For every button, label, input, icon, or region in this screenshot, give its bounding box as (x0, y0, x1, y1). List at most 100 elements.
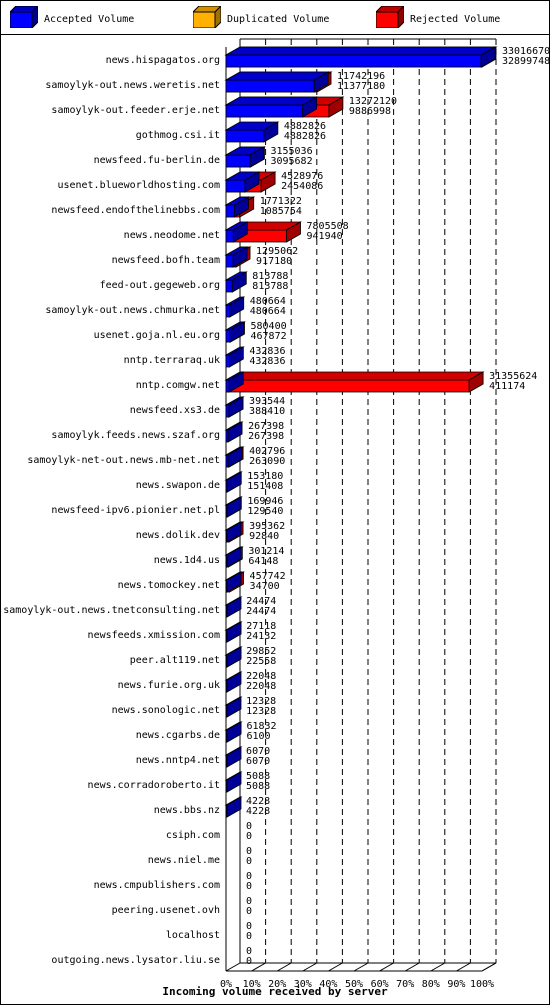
legend-rejected-label: Rejected Volume (410, 14, 501, 25)
server-label: news.bbs.nz (154, 805, 220, 816)
x-tick-label: 10% (243, 979, 261, 990)
x-tick (404, 962, 420, 972)
server-label: samoylyk-out.news.chmurka.net (45, 305, 220, 316)
value-label-total: 13272120 (349, 96, 397, 107)
accepted-bar (225, 129, 265, 143)
accepted-bar-side (226, 496, 242, 518)
value-label-accepted: 4882826 (284, 131, 326, 142)
accepted-bar (225, 79, 315, 93)
value-label-accepted: 0 (246, 906, 252, 917)
accepted-bar-side (228, 396, 244, 418)
accepted-bar-side (226, 521, 242, 543)
legend-swatch-rejected (376, 6, 404, 28)
x-tick-label: 100% (470, 979, 494, 990)
value-label-accepted: 151408 (247, 481, 283, 492)
accepted-bar-side (226, 571, 242, 593)
value-label-total: 169946 (247, 496, 283, 507)
value-label-total: 4882826 (284, 121, 326, 132)
rejected-bar (225, 379, 470, 393)
value-label-accepted: 0 (246, 831, 252, 842)
value-label-accepted: 4228 (246, 806, 270, 817)
x-tick-label: 30% (294, 979, 312, 990)
server-label: samoylyk-net-out.news.mb-net.net (27, 455, 220, 466)
rejected-bar-side (286, 221, 301, 243)
accepted-bar (225, 304, 231, 318)
accepted-bar-side (229, 296, 245, 318)
accepted-bar-side (227, 446, 243, 468)
value-label-total: 5088 (246, 771, 270, 782)
value-label-accepted: 6070 (246, 756, 270, 767)
x-tick (456, 962, 471, 972)
server-label: newsfeed-ipv6.pionier.net.pl (51, 505, 220, 516)
accepted-bar (225, 179, 246, 193)
x-tick-label: 60% (371, 979, 389, 990)
accepted-bar-side (228, 371, 244, 393)
accepted-bar-top (224, 46, 497, 56)
accepted-bar-top (224, 71, 330, 81)
server-label: csiph.com (166, 830, 220, 841)
x-tick (430, 962, 446, 972)
server-label: news.cmpublishers.com (94, 880, 220, 891)
rejected-bar-side (260, 171, 276, 193)
value-label-accepted: 12328 (246, 706, 276, 717)
value-label-total: 267398 (248, 421, 284, 432)
value-label-accepted: 411174 (489, 381, 525, 392)
accepted-bar (225, 329, 231, 343)
value-label-accepted: 11377180 (337, 81, 385, 92)
server-label: outgoing.news.lysator.liu.se (51, 955, 220, 966)
accepted-bar-side (226, 771, 242, 793)
x-tick (251, 962, 266, 972)
value-label-accepted: 1085754 (260, 206, 302, 217)
accepted-bar (225, 154, 251, 168)
accepted-bar-side (302, 96, 318, 118)
value-label-total: 1295062 (256, 246, 298, 257)
value-label-accepted: 941940 (307, 231, 343, 242)
value-label-total: 0 (246, 846, 252, 857)
rejected-bar-side (328, 96, 344, 118)
server-label: usenet.goja.nl.eu.org (94, 330, 220, 341)
value-label-total: 29852 (246, 646, 276, 657)
server-label: usenet.blueworldhosting.com (57, 180, 220, 191)
value-label-total: 0 (246, 821, 252, 832)
legend-swatch-accepted (10, 6, 38, 28)
accepted-bar (225, 204, 235, 218)
server-label: news.dolik.dev (136, 530, 220, 541)
x-tick-label: 90% (447, 979, 465, 990)
value-label-total: 33016670 (502, 46, 550, 57)
accepted-bar-side (249, 146, 265, 168)
accepted-bar (225, 254, 234, 268)
accepted-bar (225, 379, 230, 393)
value-label-accepted: 6100 (246, 731, 270, 742)
accepted-bar-side (229, 321, 245, 343)
accepted-bar-side (226, 546, 242, 568)
value-label-total: 0 (246, 896, 252, 907)
value-label-accepted: 263090 (249, 456, 285, 467)
accepted-bar-side (226, 646, 242, 668)
accepted-bar-side (226, 621, 242, 643)
value-label-accepted: 64148 (248, 556, 278, 567)
server-label: peering.usenet.ovh (112, 905, 220, 916)
value-label-total: 7805508 (307, 221, 349, 232)
value-label-total: 22048 (246, 671, 276, 682)
accepted-bar-side (226, 746, 242, 768)
server-label: news.sonologic.net (112, 705, 220, 716)
value-label-accepted: 3095682 (270, 156, 312, 167)
x-tick (225, 962, 241, 972)
accepted-bar (225, 279, 233, 293)
accepted-bar-side (234, 196, 249, 218)
accepted-bar-side (226, 671, 242, 693)
accepted-bar (225, 104, 304, 118)
value-label-accepted: 467872 (251, 331, 287, 342)
x-tick (353, 962, 369, 972)
server-label: localhost (166, 930, 220, 941)
server-label: news.1d4.us (154, 555, 220, 566)
server-label: news.neodome.net (124, 230, 220, 241)
accepted-bar-side (226, 721, 242, 743)
server-label: news.corradoroberto.it (88, 780, 220, 791)
server-label: nntp.terraraq.uk (124, 355, 220, 366)
server-label: news.niel.me (148, 855, 220, 866)
value-label-accepted: 129540 (247, 506, 283, 517)
server-label: news.hispagatos.org (106, 55, 220, 66)
server-label: samoylyk.feeds.news.szaf.org (51, 430, 220, 441)
value-label-accepted: 267398 (248, 431, 284, 442)
